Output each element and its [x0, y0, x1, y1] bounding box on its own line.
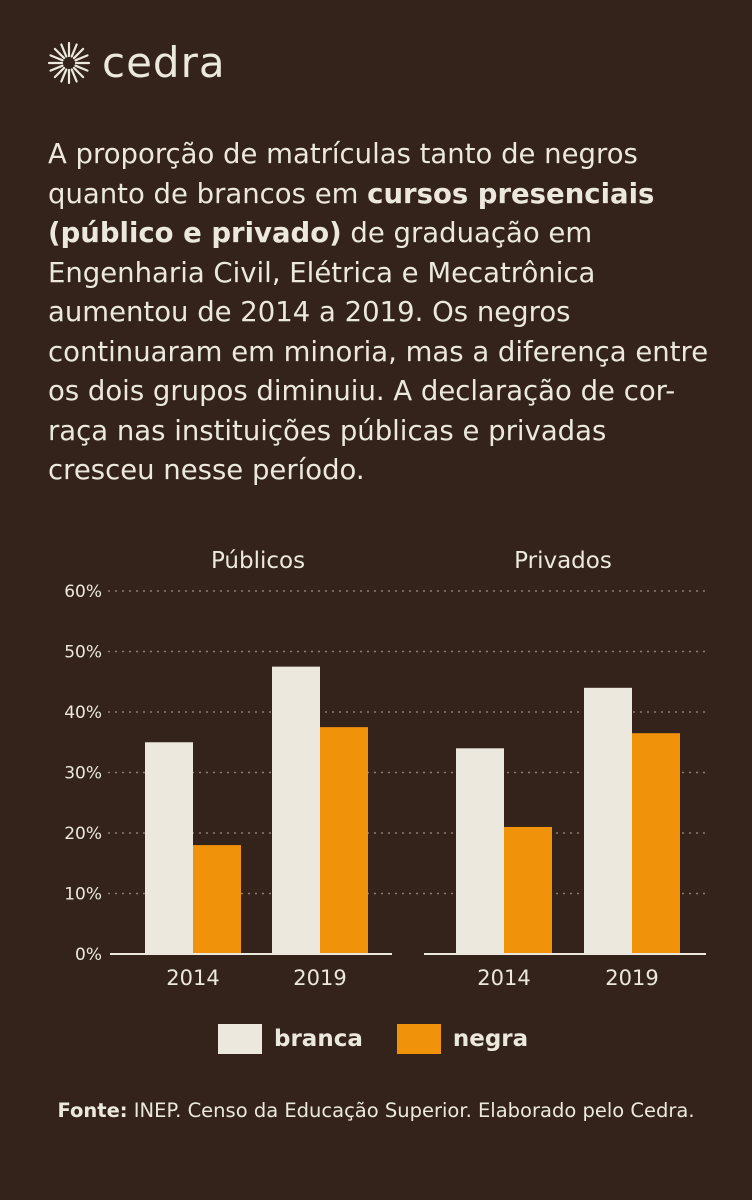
bar-branca — [584, 687, 632, 954]
x-tick-label: 2019 — [293, 966, 346, 990]
legend-item-branca: branca — [218, 1024, 363, 1054]
brand-logo: cedra — [46, 40, 226, 86]
logo-ray — [53, 66, 66, 79]
logo-ray — [60, 43, 68, 58]
intro-part-2: de graduação em Engenharia Civil, Elétri… — [48, 217, 709, 486]
y-tick-label: 50% — [64, 643, 102, 663]
source-label: Fonte: — [57, 1099, 128, 1122]
y-tick-label: 30% — [64, 764, 102, 784]
bar-negra — [504, 826, 552, 954]
logo-ray — [72, 66, 85, 79]
logo-ray — [60, 68, 68, 83]
bar-branca — [145, 742, 193, 954]
intro-text: A proporção de matrículas tanto de negro… — [48, 135, 718, 491]
bar-branca — [272, 666, 320, 954]
legend-label-branca: branca — [274, 1026, 363, 1052]
legend-swatch-negra — [396, 1024, 441, 1054]
y-tick-label: 20% — [64, 824, 102, 844]
intro-part-1: A proporção de matrículas tanto de negro… — [48, 138, 638, 210]
logo-ray — [53, 47, 66, 60]
panel-title: Privados — [514, 548, 612, 574]
x-tick-label: 2014 — [166, 966, 219, 990]
bar-negra — [193, 845, 241, 954]
y-tick-label: 0% — [75, 945, 102, 965]
logo-ray — [49, 54, 64, 62]
intro-bold: cursos presenciais (público e privado) — [48, 177, 655, 250]
logo-ray — [74, 64, 89, 72]
x-tick-label: 2019 — [605, 966, 658, 990]
bar-branca — [456, 748, 504, 954]
source-note: Fonte: INEP. Censo da Educação Superior.… — [40, 1096, 712, 1125]
chart-legend: branca negra — [218, 1024, 562, 1054]
bar-negra — [320, 727, 368, 954]
brand-name: cedra — [102, 38, 226, 87]
y-tick-label: 10% — [64, 885, 102, 905]
logo-ray — [74, 54, 89, 62]
panel-title: Públicos — [211, 548, 305, 574]
y-tick-label: 40% — [64, 703, 102, 723]
sun-burst-icon — [47, 41, 91, 85]
legend-label-negra: negra — [452, 1026, 529, 1052]
bar-chart: 0% 10% 20% 30% 40% 50% 60% Públicos 2014 2019 Priv… — [64, 548, 706, 990]
logo-ray — [72, 47, 85, 60]
logo-ray — [70, 68, 78, 83]
source-text: INEP. Censo da Educação Superior. Elabor… — [127, 1099, 695, 1122]
logo-ray — [49, 64, 64, 72]
legend-item-negra: negra — [396, 1024, 529, 1054]
x-tick-label: 2014 — [477, 966, 530, 990]
bar-negra — [632, 733, 680, 954]
y-tick-label: 60% — [64, 582, 102, 602]
logo-ray — [70, 43, 78, 58]
legend-swatch-branca — [218, 1024, 262, 1054]
